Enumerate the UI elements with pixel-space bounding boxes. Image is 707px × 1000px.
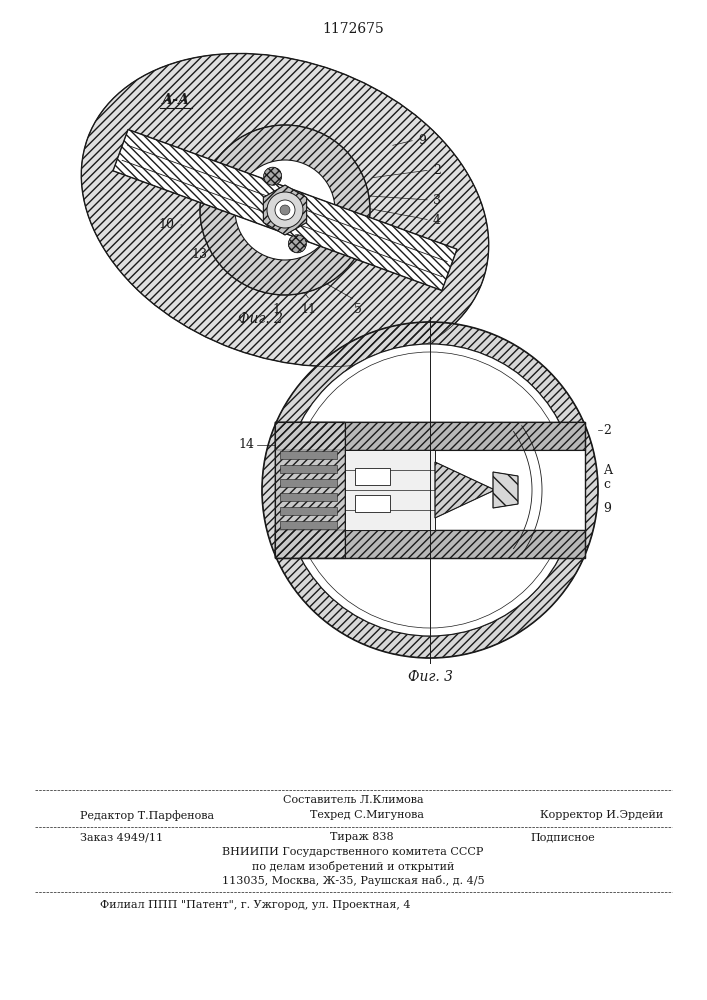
Polygon shape (435, 462, 495, 518)
Text: 2: 2 (433, 163, 441, 176)
Circle shape (288, 235, 306, 253)
Text: 13: 13 (191, 248, 207, 261)
Text: Фиг. 3: Фиг. 3 (407, 670, 452, 684)
Circle shape (275, 200, 295, 220)
Text: ВНИИПИ Государственного комитета СССР: ВНИИПИ Государственного комитета СССР (222, 847, 484, 857)
Polygon shape (113, 129, 457, 291)
Text: Заказ 4949/11: Заказ 4949/11 (80, 832, 163, 842)
Polygon shape (493, 472, 518, 508)
Text: c: c (603, 479, 610, 491)
Polygon shape (280, 521, 337, 529)
Circle shape (235, 160, 335, 260)
Polygon shape (275, 422, 345, 558)
Text: 113035, Москва, Ж-35, Раушская наб., д. 4/5: 113035, Москва, Ж-35, Раушская наб., д. … (222, 875, 484, 886)
Text: 9: 9 (603, 502, 611, 514)
Text: 1172675: 1172675 (322, 22, 384, 36)
Text: 9: 9 (418, 133, 426, 146)
Polygon shape (263, 185, 307, 235)
Polygon shape (280, 451, 337, 459)
Polygon shape (275, 422, 585, 558)
Text: 2: 2 (603, 424, 611, 436)
Text: Подписное: Подписное (530, 832, 595, 842)
Circle shape (267, 192, 303, 228)
Text: Техред С.Мигунова: Техред С.Мигунова (310, 810, 424, 820)
Text: Филиал ППП "Патент", г. Ужгород, ул. Проектная, 4: Филиал ППП "Патент", г. Ужгород, ул. Про… (100, 900, 411, 910)
Polygon shape (355, 495, 390, 512)
Ellipse shape (81, 53, 489, 367)
Polygon shape (355, 468, 390, 485)
Polygon shape (275, 422, 585, 450)
Text: 4: 4 (433, 214, 441, 227)
Text: 5: 5 (354, 303, 362, 316)
Text: 1: 1 (272, 303, 280, 316)
Text: O: O (400, 499, 408, 508)
Text: А-А: А-А (162, 93, 190, 107)
Polygon shape (280, 465, 337, 473)
Polygon shape (280, 493, 337, 501)
Text: 10: 10 (158, 219, 174, 232)
Text: 1: 1 (435, 344, 443, 357)
Text: A: A (603, 464, 612, 477)
Circle shape (262, 322, 598, 658)
Circle shape (284, 344, 576, 636)
Text: Тираж 838: Тираж 838 (330, 832, 394, 842)
Text: 14: 14 (238, 438, 254, 452)
Circle shape (200, 125, 370, 295)
Text: Редактор Т.Парфенова: Редактор Т.Парфенова (80, 810, 214, 821)
Circle shape (264, 167, 281, 185)
Text: 3: 3 (433, 194, 441, 207)
Text: 11: 11 (300, 303, 316, 316)
Text: O₁: O₁ (400, 472, 411, 481)
Polygon shape (280, 479, 337, 487)
Circle shape (280, 205, 290, 215)
Polygon shape (280, 507, 337, 515)
Text: Составитель Л.Климова: Составитель Л.Климова (283, 795, 423, 805)
Text: Фиг. 2: Фиг. 2 (238, 312, 283, 326)
Polygon shape (345, 450, 435, 530)
Text: 4: 4 (461, 525, 469, 538)
Circle shape (284, 344, 576, 636)
Text: по делам изобретений и открытий: по делам изобретений и открытий (252, 861, 454, 872)
Polygon shape (275, 530, 585, 558)
Text: Корректор И.Эрдейи: Корректор И.Эрдейи (540, 810, 663, 820)
